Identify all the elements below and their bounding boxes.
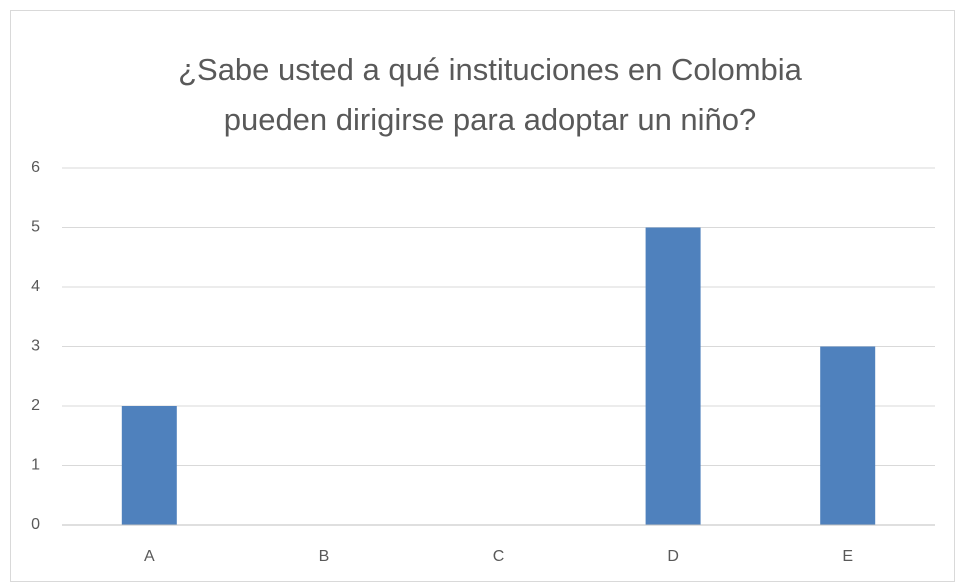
x-tick-label: A <box>144 548 155 565</box>
x-tick-label: B <box>319 548 330 565</box>
y-tick-label: 0 <box>31 516 40 533</box>
x-tick-label: D <box>667 548 679 565</box>
chart-title: pueden dirigirse para adoptar un niño? <box>224 102 757 137</box>
chart-title: ¿Sabe usted a qué instituciones en Colom… <box>178 52 803 87</box>
y-tick-label: 4 <box>31 278 40 295</box>
y-tick-label: 1 <box>31 457 40 474</box>
bar <box>820 346 876 525</box>
y-tick-label: 2 <box>31 397 40 414</box>
y-tick-label: 6 <box>31 159 40 176</box>
x-tick-label: C <box>493 548 505 565</box>
y-tick-label: 3 <box>31 338 40 355</box>
y-tick-label: 5 <box>31 219 40 236</box>
x-tick-label: E <box>842 548 853 565</box>
bar <box>645 227 701 525</box>
bar <box>121 406 177 525</box>
